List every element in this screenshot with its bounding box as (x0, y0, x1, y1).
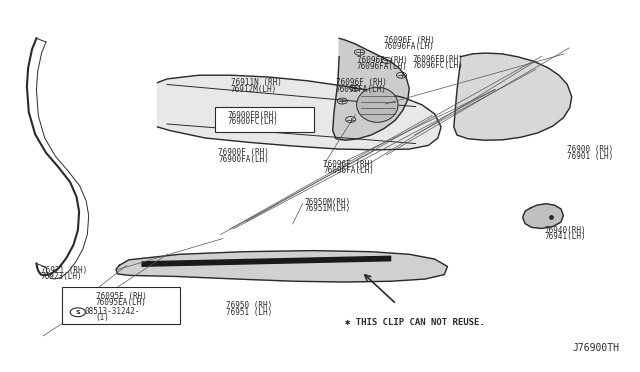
Text: 76900FC(LH): 76900FC(LH) (228, 121, 278, 130)
Polygon shape (116, 251, 447, 282)
Text: 76923(LH): 76923(LH) (41, 272, 83, 281)
Ellipse shape (356, 87, 398, 122)
Circle shape (70, 308, 86, 317)
Text: 76096FA(LH): 76096FA(LH) (323, 166, 374, 175)
Text: (1): (1) (84, 314, 98, 323)
Text: 76900F (RH): 76900F (RH) (218, 148, 269, 157)
Text: 76941(LH): 76941(LH) (544, 232, 586, 241)
Text: S: S (76, 310, 80, 315)
Text: 76900FB(RH): 76900FB(RH) (228, 115, 278, 124)
Text: (1): (1) (96, 313, 109, 322)
Text: 08513-31242-: 08513-31242- (75, 308, 130, 317)
Text: ✱ THIS CLIP CAN NOT REUSE.: ✱ THIS CLIP CAN NOT REUSE. (346, 318, 485, 327)
Text: 08513-31242-: 08513-31242- (84, 307, 140, 316)
Text: 76096F (RH): 76096F (RH) (323, 160, 374, 169)
Text: 76911N (RH): 76911N (RH) (231, 78, 282, 87)
Polygon shape (333, 38, 409, 140)
Text: 76912M(LH): 76912M(LH) (231, 85, 277, 94)
FancyBboxPatch shape (215, 107, 314, 132)
Text: 76095E (RH): 76095E (RH) (94, 292, 145, 301)
Text: 76095EA(LH): 76095EA(LH) (96, 298, 147, 307)
Text: J76900TH: J76900TH (573, 343, 620, 353)
Polygon shape (157, 75, 441, 150)
Text: 76096F (RH): 76096F (RH) (336, 78, 387, 87)
Text: 76096FC(LH): 76096FC(LH) (412, 61, 463, 70)
Text: 76900FB(RH): 76900FB(RH) (228, 110, 278, 120)
Text: 76900FA(LH): 76900FA(LH) (218, 154, 269, 164)
Text: 76096FA(LH): 76096FA(LH) (357, 62, 408, 71)
Polygon shape (523, 204, 563, 228)
Text: 76901 (LH): 76901 (LH) (567, 152, 614, 161)
Text: 76950 (RH): 76950 (RH) (226, 301, 272, 311)
Text: 76095EA(LH): 76095EA(LH) (94, 298, 145, 307)
Text: 76940(RH): 76940(RH) (544, 226, 586, 235)
Text: 76921 (RH): 76921 (RH) (41, 266, 87, 275)
Text: 76095E (RH): 76095E (RH) (96, 292, 147, 301)
Text: 76951M(LH): 76951M(LH) (304, 204, 350, 214)
Text: 76951 (LH): 76951 (LH) (226, 308, 272, 317)
Text: 76900FC(LH): 76900FC(LH) (228, 117, 278, 126)
Text: 76096FB(RH): 76096FB(RH) (412, 55, 463, 64)
Text: 76900 (RH): 76900 (RH) (567, 145, 614, 154)
Text: 76096F (RH): 76096F (RH) (384, 36, 435, 45)
Text: 76096FA(LH): 76096FA(LH) (336, 85, 387, 94)
Text: 76950M(RH): 76950M(RH) (304, 198, 350, 207)
FancyBboxPatch shape (62, 287, 180, 324)
Polygon shape (454, 53, 572, 140)
Text: 76096FA(LH): 76096FA(LH) (384, 42, 435, 51)
Text: 76096F (RH): 76096F (RH) (357, 56, 408, 65)
